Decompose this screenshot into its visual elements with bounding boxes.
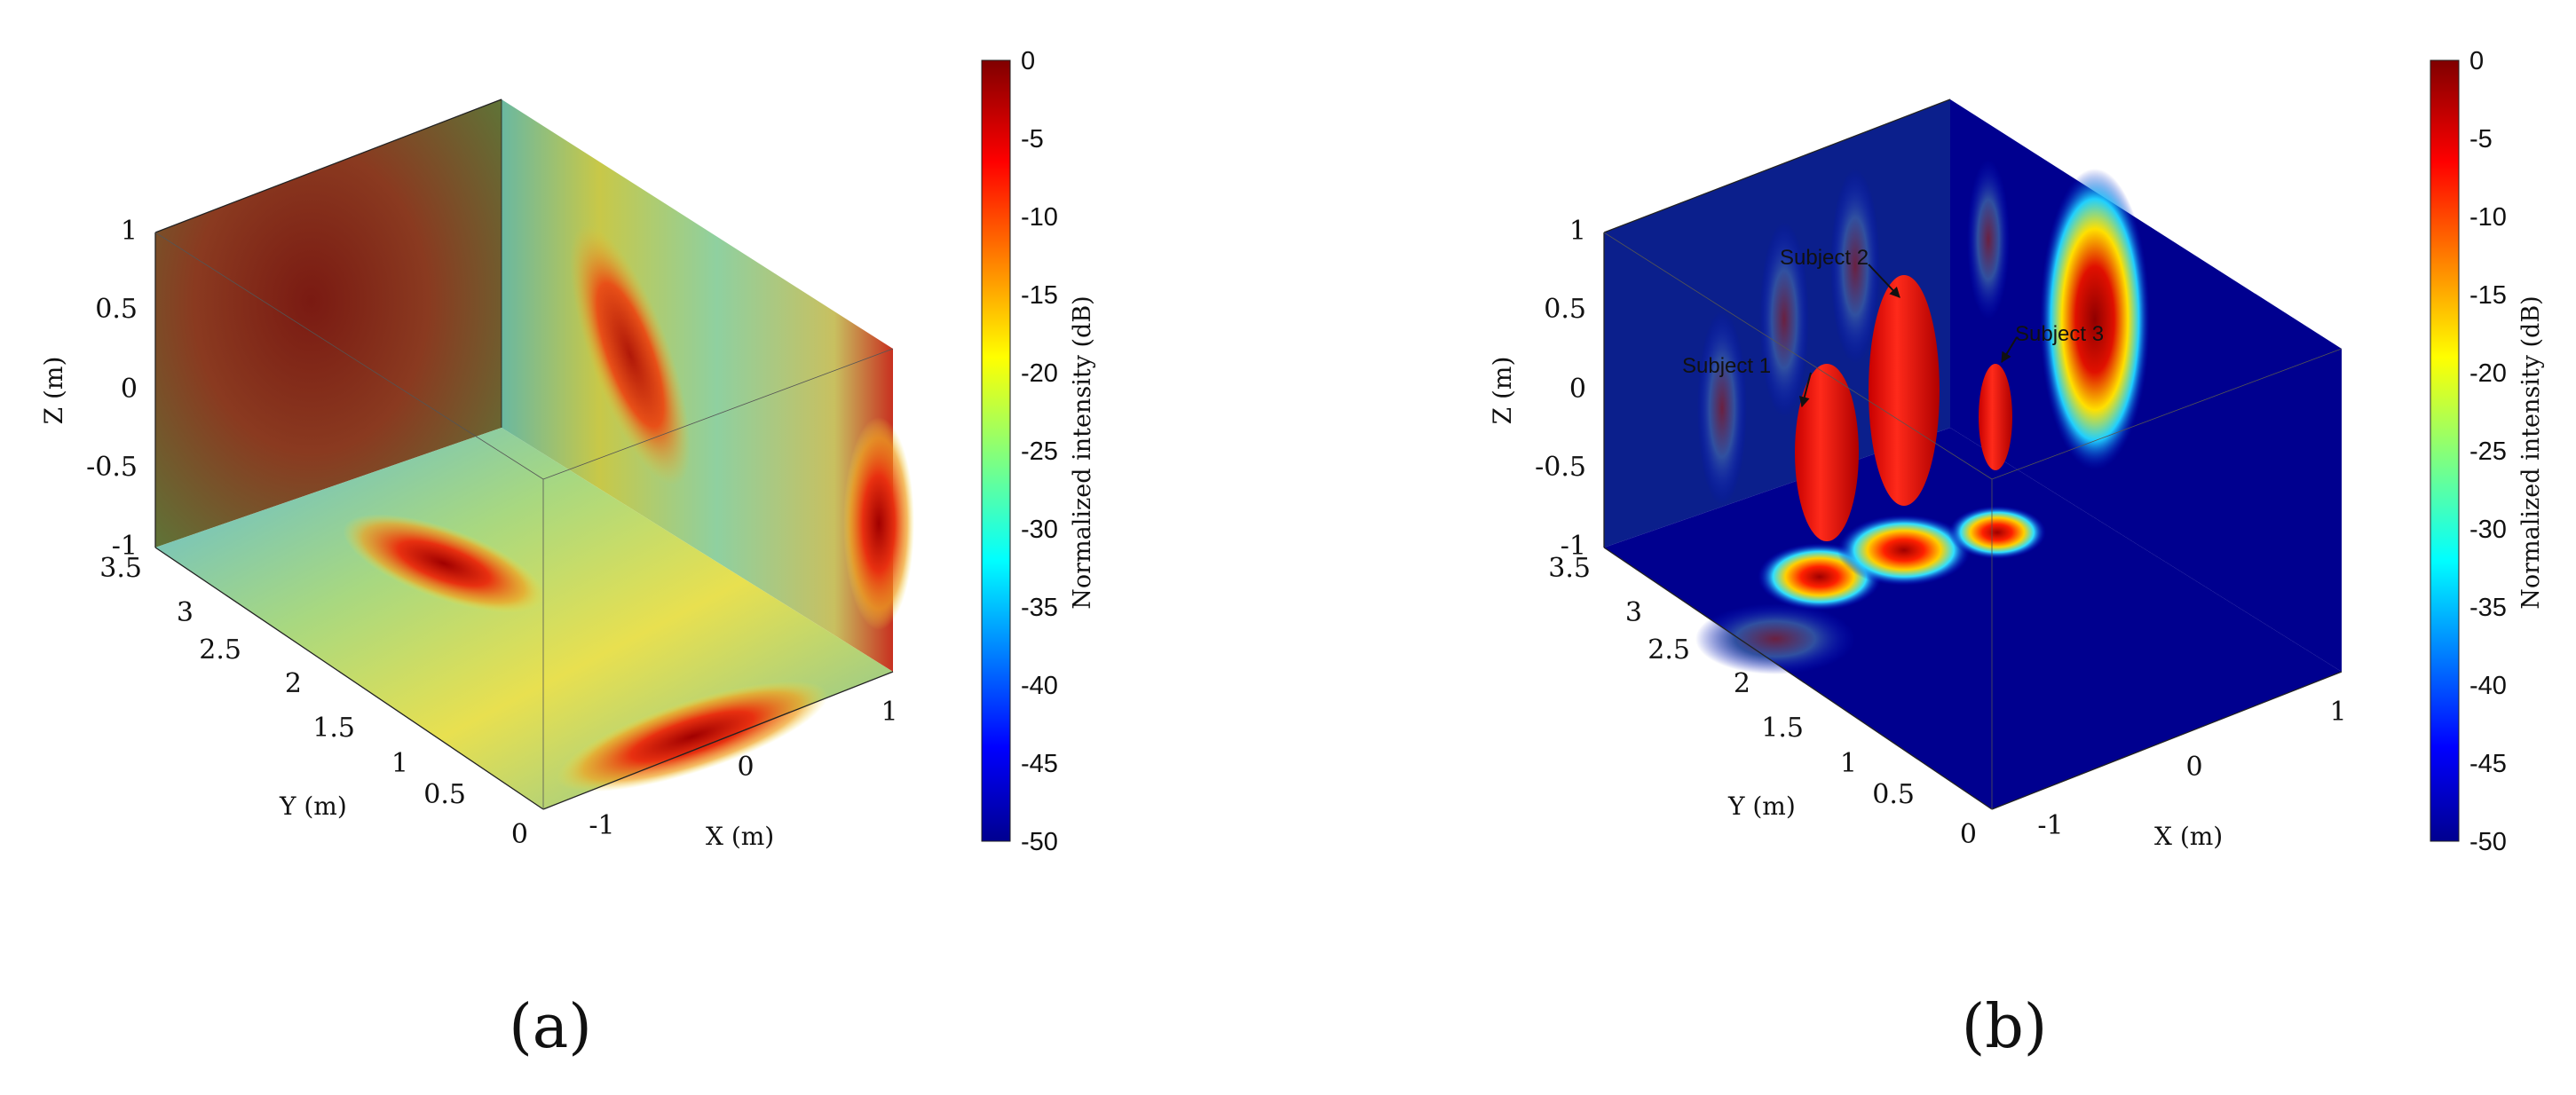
panel-a-label: (a) <box>509 992 592 1062</box>
panel-a-y-tick: 0 <box>511 819 528 850</box>
panel-a-colorbar-tick: -40 <box>1021 672 1058 700</box>
panel-b-x-axis-label: X (m) <box>2154 822 2223 851</box>
subject-1-body <box>1795 364 1859 541</box>
panel-b-z-axis-label: Z (m) <box>1488 357 1517 425</box>
panel-b-x-tick: 0 <box>2185 752 2202 783</box>
panel-b-floor <box>1604 428 2342 809</box>
panel-a-colorbar-tick: -10 <box>1021 203 1058 232</box>
panel-a-colorbar-tick: -5 <box>1021 125 1044 154</box>
panel-b-colorbar-tick: -25 <box>2469 437 2507 466</box>
panel-b-y-tick: 3.5 <box>1548 553 1591 584</box>
panel-b-z-tick: 1 <box>1569 216 1586 247</box>
subject-3-label: Subject 3 <box>2015 322 2104 346</box>
panel-b-z-tick: -1 <box>1561 531 1586 562</box>
panel-a-y-axis-label: Y (m) <box>279 792 347 821</box>
panel-a-z-axis-label: Z (m) <box>39 357 68 425</box>
panel-a-colorbar-tick: -50 <box>1021 828 1058 856</box>
panel-b-z-tick: -0.5 <box>1535 452 1586 483</box>
panel-a-x-axis-label: X (m) <box>706 822 774 851</box>
panel-a-colorbar-tick: -30 <box>1021 516 1058 544</box>
panel-a-y-tick: 0.5 <box>423 779 466 810</box>
panel-a-colorbar-tick: -25 <box>1021 437 1058 466</box>
panel-b-colorbar-tick: -5 <box>2469 125 2493 154</box>
panel-a-y-tick: 2 <box>285 668 302 699</box>
panel-b-colorbar-tick: -50 <box>2469 828 2507 856</box>
panel-a-colorbar: 0 -5 -10 -15 -20 -25 -30 -35 -40 -45 -50… <box>981 47 1096 856</box>
subject-1-label: Subject 1 <box>1682 354 1771 378</box>
panel-a-x-tick: -1 <box>589 810 614 841</box>
panel-b-colorbar-label: Normalized intensity (dB) <box>2517 295 2545 609</box>
panel-b-y-tick: 1 <box>1840 748 1857 779</box>
panel-b-colorbar-tick: -20 <box>2469 359 2507 388</box>
panel-b-y-axis-label: Y (m) <box>1727 792 1796 821</box>
panel-a-plot: 1 0.5 0 -0.5 -1 Z (m) 3.5 3 2.5 2 1.5 1 … <box>39 98 914 851</box>
panel-b-colorbar-tick: -30 <box>2469 516 2507 544</box>
panel-a-colorbar-tick: -15 <box>1021 281 1058 310</box>
panel-b-y-tick: 0.5 <box>1872 779 1915 810</box>
panel-b-plot: Subject 1 Subject 2 Subject 3 1 0.5 0 -0… <box>1488 98 2347 851</box>
panel-b-y-tick: 1.5 <box>1761 713 1804 744</box>
subject-2-body <box>1869 275 1940 506</box>
panel-a-z-tick: 0 <box>121 374 138 405</box>
panel-b-colorbar-tick: -35 <box>2469 594 2507 622</box>
panel-b-y-tick: 2 <box>1734 668 1750 699</box>
panel-b-colorbar-tick: 0 <box>2469 47 2484 75</box>
panel-a-colorbar-tick: -45 <box>1021 750 1058 778</box>
panel-a-colorbar-tick: -20 <box>1021 359 1058 388</box>
panel-b-z-tick: 0 <box>1569 374 1586 405</box>
panel-b-colorbar-tick: -40 <box>2469 672 2507 700</box>
panel-b-x-tick: -1 <box>2037 810 2063 841</box>
panel-b-y-tick: 0 <box>1960 819 1977 850</box>
panel-a-y-tick: 1 <box>391 748 408 779</box>
panel-b-label: (b) <box>1962 992 2048 1062</box>
panel-b-colorbar: 0 -5 -10 -15 -20 -25 -30 -35 -40 -45 -50… <box>2430 47 2545 856</box>
panel-a-x-tick: 0 <box>737 752 754 783</box>
panel-a-z-tick: 1 <box>121 216 138 247</box>
panel-a-y-tick: 3.5 <box>99 553 142 584</box>
subject-3-body <box>1979 364 2012 470</box>
panel-a-z-tick: 0.5 <box>95 294 138 325</box>
panel-a-back-wall <box>155 99 502 548</box>
panel-a-y-tick: 1.5 <box>312 713 355 744</box>
panel-b-x-tick: 1 <box>2329 697 2346 728</box>
panel-a-colorbar-label: Normalized intensity (dB) <box>1069 295 1096 609</box>
panel-a-z-tick: -0.5 <box>86 452 138 483</box>
panel-b-y-tick: 2.5 <box>1648 634 1690 666</box>
subject-2-label: Subject 2 <box>1780 246 1869 270</box>
panel-b-colorbar-tick: -45 <box>2469 750 2507 778</box>
panel-b-z-tick: 0.5 <box>1544 294 1586 325</box>
panel-a-z-tick: -1 <box>112 531 138 562</box>
panel-b-colorbar-tick: -15 <box>2469 281 2507 310</box>
panel-a-colorbar-tick: 0 <box>1021 47 1035 75</box>
panel-a-y-tick: 2.5 <box>199 634 241 666</box>
panel-a-y-tick: 3 <box>177 597 194 628</box>
panel-a-x-tick: 1 <box>881 697 897 728</box>
panel-a-colorbar-tick: -35 <box>1021 594 1058 622</box>
panel-b-y-tick: 3 <box>1625 597 1642 628</box>
panel-b-colorbar-tick: -10 <box>2469 203 2507 232</box>
